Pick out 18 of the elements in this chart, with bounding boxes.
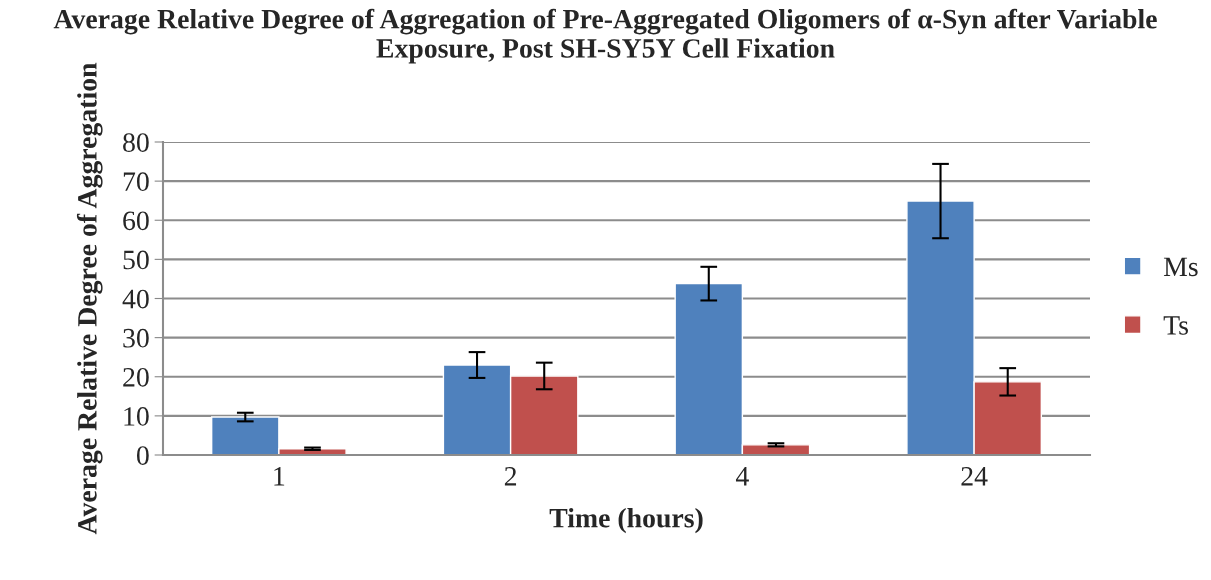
y-tick-label: 80 [123,133,149,152]
chart-title: Average Relative Degree of Aggregation of Pre-Aggregated Oligomers of α-Syn after Variable Exposure, Post SH-SY5Y Cell Fixation [53,8,1157,64]
x-axis-title: Time (hours) [549,507,703,534]
x-tick-label: 2 [504,466,517,486]
y-tick-label: 70 [123,172,149,192]
y-tick-label: 0 [136,446,149,465]
y-tick-label: 60 [123,211,149,231]
y-tick-label: 20 [123,367,149,387]
x-tick-label: 1 [274,467,285,486]
x-tick-label: 24 [961,466,988,486]
y-tick-label: 30 [123,328,149,348]
y-tick-label: 10 [124,407,149,426]
x-tick-label: 4 [735,467,749,486]
y-axis-title: Average Relative Degree of Aggregation [76,62,103,535]
legend-label: Ts [1163,316,1188,335]
y-tick-label: 40 [122,289,149,309]
legend-label: Ms [1163,257,1198,277]
y-tick-label: 50 [123,250,149,270]
